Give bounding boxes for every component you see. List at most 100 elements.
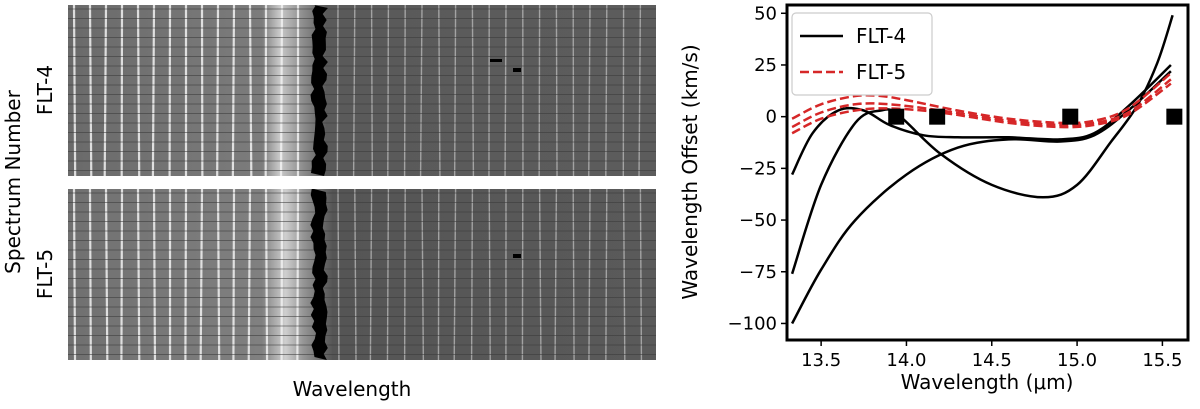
image-stripes-flt5 (68, 188, 656, 361)
image-column-line (554, 188, 558, 361)
image-column-line (421, 188, 425, 361)
image-column-line (88, 4, 93, 177)
image-column-line (152, 188, 157, 361)
legend-label-flt5: FLT-5 (856, 60, 906, 84)
y-axis-ticks: 50 25 0 −25 −50 −75 −100 (728, 3, 787, 334)
x-tick-label: 15.5 (1142, 350, 1182, 371)
image-column-line (232, 188, 236, 361)
data-marker-square (1166, 108, 1183, 125)
image-column-line (296, 188, 300, 361)
image-column-line (419, 4, 423, 177)
image-column-line (231, 4, 236, 177)
data-marker-square (929, 108, 946, 125)
image-artifact (490, 59, 502, 62)
x-axis-ticks: 13.5 14.0 14.5 15.0 15.5 (801, 340, 1182, 371)
y-tick-label: −100 (728, 313, 777, 334)
image-ylabel: Spectrum Number (1, 89, 25, 273)
y-tick-label: 50 (754, 3, 777, 24)
plot-markers (888, 108, 1183, 125)
legend: FLT-4 FLT-5 (791, 12, 933, 96)
legend-label-flt4: FLT-4 (856, 24, 906, 48)
image-artifact (513, 68, 521, 72)
image-column-line (470, 188, 474, 361)
panel-label-flt5: FLT-5 (33, 249, 57, 299)
chart-xlabel: Wavelength (μm) (901, 370, 1074, 394)
image-column-line (120, 188, 124, 361)
saturated-band (310, 189, 328, 360)
data-marker-square (1062, 108, 1079, 125)
image-column-line (639, 188, 643, 361)
image-column-line (354, 188, 357, 361)
y-tick-label: 25 (754, 55, 777, 76)
image-column-line (184, 188, 188, 361)
plot-lines (790, 14, 1174, 325)
image-column-line (247, 188, 252, 361)
series-line-flt5-4 (791, 78, 1172, 129)
saturated-band (310, 5, 328, 176)
image-column-line (622, 188, 626, 361)
image-column-line (336, 4, 339, 177)
image-column-line (488, 188, 491, 361)
image-column-line (638, 4, 642, 177)
image-bg-flt4 (68, 5, 656, 176)
image-column-line (403, 4, 406, 177)
image-column-line (88, 188, 92, 361)
image-column-line (72, 188, 77, 361)
image-column-line (136, 188, 141, 361)
y-tick-label: 0 (766, 107, 777, 128)
image-column-line (572, 188, 575, 361)
image-column-line (471, 4, 475, 177)
image-column-line (72, 4, 77, 177)
data-marker-square (888, 108, 905, 125)
x-tick-label: 14.0 (886, 350, 926, 371)
image-column-line (403, 188, 406, 361)
image-artifact (513, 254, 521, 258)
image-column-line (588, 4, 591, 177)
image-column-line (352, 4, 356, 177)
image-column-line (605, 188, 608, 361)
image-column-line (264, 188, 269, 361)
image-stripes-flt4 (68, 4, 656, 177)
image-panel-flt4 (68, 4, 656, 177)
image-column-line (538, 188, 542, 361)
image-column-line (279, 4, 284, 177)
image-column-line (453, 4, 457, 177)
image-column-line (387, 4, 390, 177)
image-column-line (369, 188, 373, 361)
image-column-line (136, 4, 141, 177)
image-bg-flt5 (68, 189, 656, 360)
image-column-line (104, 188, 109, 361)
legend-box (791, 12, 933, 96)
image-column-line (216, 188, 221, 361)
series-line-flt4-2 (791, 70, 1172, 325)
image-column-line (453, 188, 457, 361)
x-tick-label: 13.5 (801, 350, 841, 371)
y-tick-label: −50 (739, 210, 777, 231)
image-xlabel: Wavelength (293, 377, 412, 401)
panel-label-flt4: FLT-4 (33, 65, 57, 115)
chart-ylabel: Wavelength Offset (km/s) (678, 44, 702, 299)
image-column-line (199, 188, 204, 361)
image-column-line (151, 4, 156, 177)
offset-chart: 13.5 14.0 14.5 15.0 15.5 50250−25−50−75−100 … (678, 3, 1190, 394)
plot-frame (785, 3, 1190, 342)
image-column-line (337, 188, 340, 361)
spectrum-images: Spectrum Number FLT-4 FLT-5 Wavelength (1, 4, 656, 401)
x-tick-label: 14.5 (972, 350, 1012, 371)
image-column-line (555, 4, 558, 177)
image-column-line (605, 4, 608, 177)
image-panel-flt5 (68, 188, 656, 361)
x-tick-label: 15.0 (1057, 350, 1097, 371)
image-column-line (588, 188, 591, 361)
series-line-flt5-5 (791, 82, 1172, 135)
image-column-line (370, 4, 373, 177)
image-column-line (248, 4, 253, 177)
image-column-line (504, 4, 507, 177)
image-column-line (216, 4, 220, 177)
image-column-line (386, 188, 390, 361)
image-column-line (103, 4, 108, 177)
y-tick-label: −75 (739, 262, 777, 283)
image-column-line (438, 4, 441, 177)
y-tick-label: −25 (739, 158, 777, 179)
